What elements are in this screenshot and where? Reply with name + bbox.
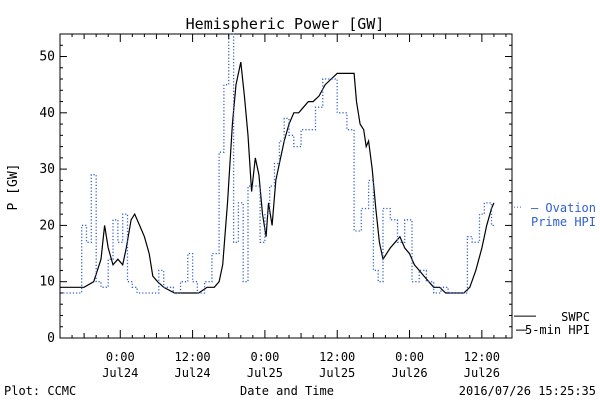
- series-line-swpc-hpi: [60, 61, 495, 294]
- y-tick-label: 20: [39, 218, 55, 233]
- x-tick-date-label: Jul25: [319, 366, 355, 380]
- legend-swpc-line2: 5-min HPI: [525, 323, 590, 337]
- plot-axes: [59, 33, 513, 339]
- x-tick-time-label: 12:00: [175, 350, 211, 364]
- x-tick-time-label: 12:00: [464, 350, 500, 364]
- x-tick-date-label: Jul26: [391, 366, 427, 380]
- x-tick-time-label: 0:00: [250, 350, 279, 364]
- y-tick-label: 50: [39, 50, 55, 65]
- tick-labels: 0 10 20 30 40 50 0:00 Jul24 12:00 Jul24 0:00 Jul25 1…: [39, 33, 512, 380]
- legend-ovation-line2: Prime HPI: [531, 215, 596, 229]
- plot-frame: [59, 33, 513, 339]
- y-tick-label: 10: [39, 275, 55, 290]
- x-tick-time-label: 0:00: [395, 350, 424, 364]
- y-tick-label: 30: [39, 162, 55, 177]
- series-layer: [60, 33, 495, 294]
- x-tick-time-label: 12:00: [319, 350, 355, 364]
- y-tick-label: 0: [47, 331, 55, 346]
- legend-swpc-line1: SWPC: [561, 310, 590, 324]
- footer-plot-credit: Plot: CCMC: [4, 384, 76, 398]
- x-tick-date-label: Jul24: [175, 366, 211, 380]
- footer-timestamp: 2016/07/26 15:25:35: [459, 384, 596, 398]
- x-tick-date-label: Jul26: [464, 366, 500, 380]
- chart-title: Hemispheric Power [GW]: [186, 15, 385, 33]
- x-tick-date-label: Jul24: [102, 366, 138, 380]
- x-tick-time-label: 0:00: [106, 350, 135, 364]
- y-axis-label: P [GW]: [6, 164, 21, 211]
- y-tick-label: 40: [39, 106, 55, 121]
- x-tick-date-label: Jul25: [247, 366, 283, 380]
- x-axis-label: Date and Time: [240, 384, 334, 398]
- legend-ovation-line1: — Ovation: [531, 201, 596, 215]
- series-line-ovation-prime-hpi: [60, 33, 494, 294]
